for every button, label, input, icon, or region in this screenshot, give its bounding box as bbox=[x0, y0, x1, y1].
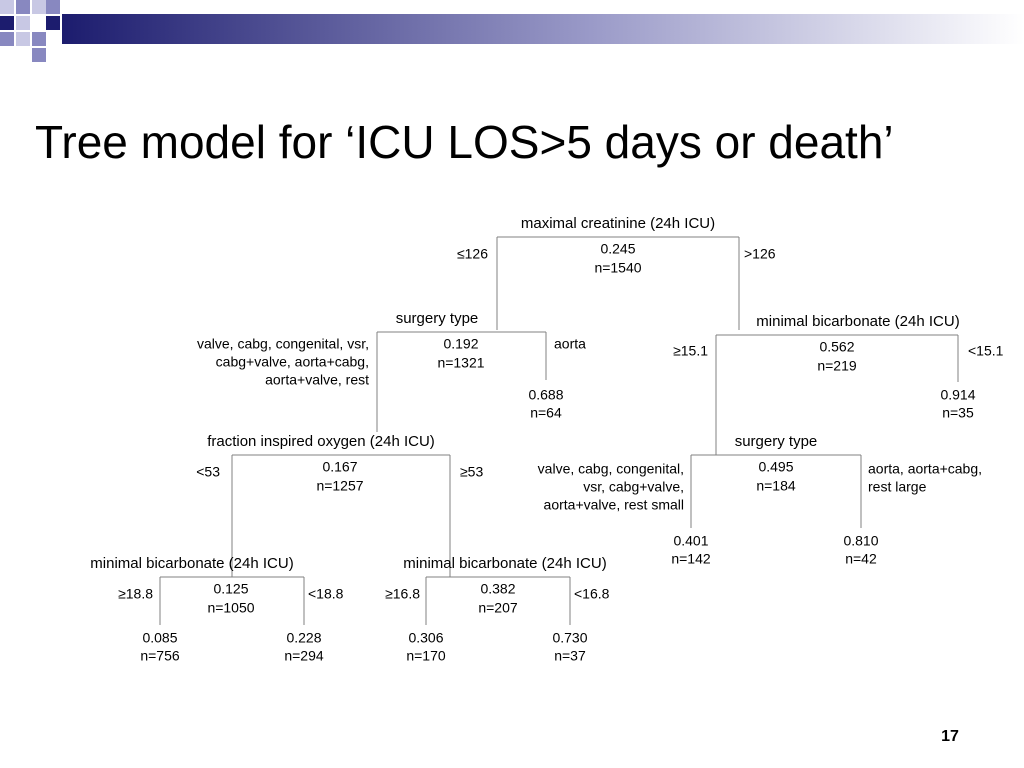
node-value: 0.382 bbox=[480, 581, 515, 597]
node-count: n=1257 bbox=[316, 478, 363, 494]
leaf-count: n=42 bbox=[845, 551, 877, 567]
edge-label: ≤126 bbox=[457, 246, 488, 262]
edge-label: <15.1 bbox=[968, 343, 1004, 359]
split-label: maximal creatinine (24h ICU) bbox=[521, 215, 715, 232]
edge-label: <16.8 bbox=[574, 586, 610, 602]
split-label: minimal bicarbonate (24h ICU) bbox=[403, 555, 606, 572]
split-label: minimal bicarbonate (24h ICU) bbox=[90, 555, 293, 572]
edge-label: <53 bbox=[196, 464, 220, 480]
leaf-count: n=35 bbox=[942, 405, 974, 421]
leaf-value: 0.914 bbox=[940, 387, 975, 403]
leaf-count: n=294 bbox=[284, 648, 324, 664]
edge-label: ≥15.1 bbox=[673, 343, 708, 359]
leaf-value: 0.085 bbox=[142, 630, 177, 646]
leaf-count: n=37 bbox=[554, 648, 586, 664]
edge-label: ≥16.8 bbox=[385, 586, 420, 602]
leaf-count: n=170 bbox=[406, 648, 446, 664]
page-number: 17 bbox=[941, 728, 959, 745]
node-count: n=219 bbox=[817, 358, 857, 374]
edge-label: valve, cabg, congenital, bbox=[538, 461, 684, 477]
leaf-count: n=64 bbox=[530, 405, 562, 421]
split-label: fraction inspired oxygen (24h ICU) bbox=[207, 433, 435, 450]
node-count: n=1540 bbox=[594, 260, 641, 276]
node-value: 0.125 bbox=[213, 581, 248, 597]
edge-label: ≥18.8 bbox=[118, 586, 153, 602]
leaf-count: n=756 bbox=[140, 648, 180, 664]
node-value: 0.167 bbox=[322, 459, 357, 475]
node-value: 0.245 bbox=[600, 241, 635, 257]
edge-label: rest large bbox=[868, 479, 927, 495]
node-value: 0.495 bbox=[758, 459, 793, 475]
decoration bbox=[0, 0, 1024, 62]
node-count: n=1050 bbox=[207, 600, 254, 616]
edge-label: cabg+valve, aorta+cabg, bbox=[216, 354, 369, 370]
edge-label: vsr, cabg+valve, bbox=[583, 479, 684, 495]
leaf-value: 0.228 bbox=[286, 630, 321, 646]
node-count: n=1321 bbox=[437, 355, 484, 371]
slide-title: Tree model for ‘ICU LOS>5 days or death’ bbox=[35, 116, 894, 168]
split-label: surgery type bbox=[735, 433, 818, 450]
split-label: minimal bicarbonate (24h ICU) bbox=[756, 313, 959, 330]
leaf-value: 0.401 bbox=[673, 533, 708, 549]
edge-label: aorta bbox=[554, 336, 586, 352]
leaf-count: n=142 bbox=[671, 551, 711, 567]
leaf-value: 0.730 bbox=[552, 630, 587, 646]
node-value: 0.562 bbox=[819, 339, 854, 355]
edge-label: <18.8 bbox=[308, 586, 344, 602]
edge-label: aorta+valve, rest small bbox=[544, 497, 684, 513]
edge-label: >126 bbox=[744, 246, 776, 262]
edge-label: aorta, aorta+cabg, bbox=[868, 461, 982, 477]
leaf-value: 0.810 bbox=[843, 533, 878, 549]
split-label: surgery type bbox=[396, 310, 479, 327]
node-count: n=207 bbox=[478, 600, 518, 616]
leaf-value: 0.306 bbox=[408, 630, 443, 646]
node-count: n=184 bbox=[756, 478, 796, 494]
edge-label: valve, cabg, congenital, vsr, bbox=[197, 336, 369, 352]
leaf-value: 0.688 bbox=[528, 387, 563, 403]
tree: maximal creatinine (24h ICU) 0.245 n=1540 ≤… bbox=[90, 215, 1003, 664]
edge-label: aorta+valve, rest bbox=[265, 372, 369, 388]
node-value: 0.192 bbox=[443, 336, 478, 352]
edge-label: ≥53 bbox=[460, 464, 483, 480]
